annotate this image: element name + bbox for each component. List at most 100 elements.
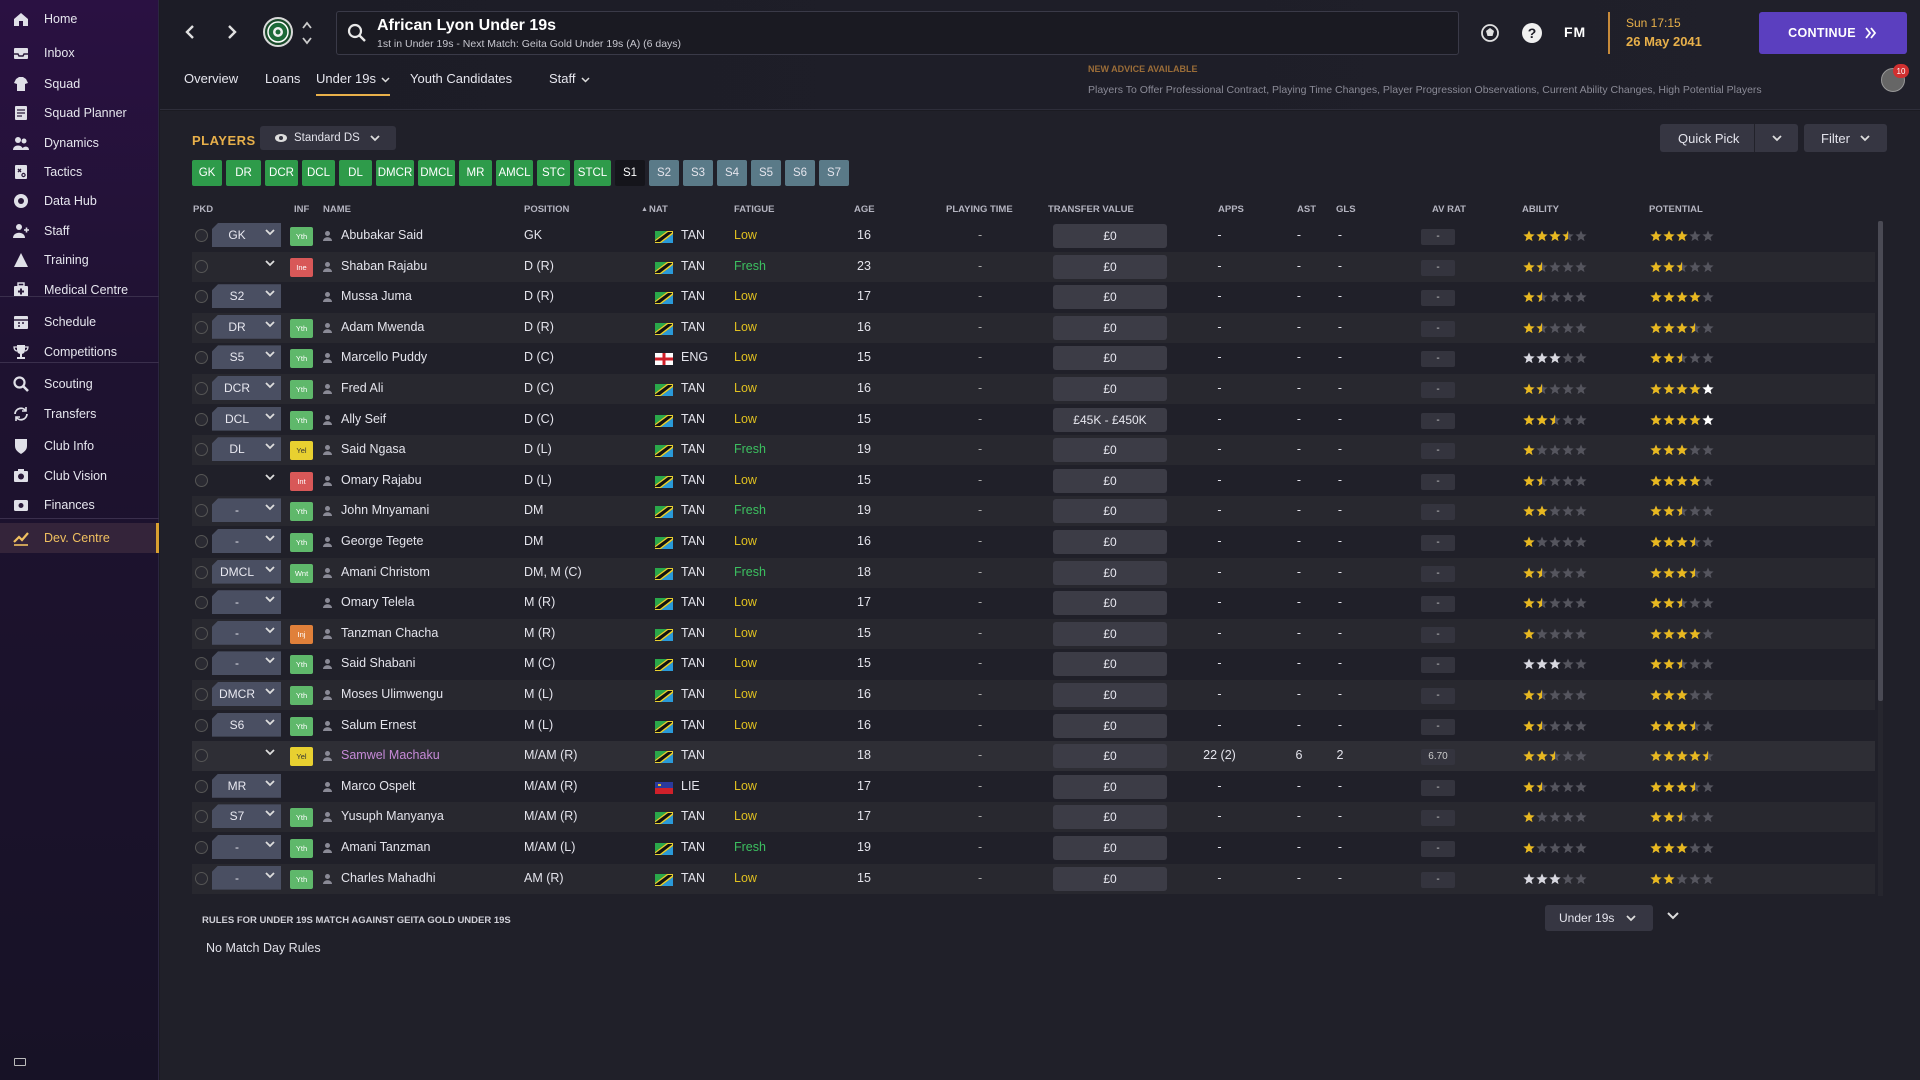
transfer-value[interactable]: £0 (1053, 254, 1167, 279)
transfer-value[interactable]: £0 (1053, 499, 1167, 524)
selection-dropdown[interactable]: DMCR (212, 682, 281, 706)
selection-dropdown[interactable] (212, 254, 281, 278)
player-name[interactable]: Marcello Puddy (341, 350, 428, 365)
sidebar-item-training[interactable]: Training (0, 245, 159, 275)
col-gls[interactable]: GLS (1336, 204, 1356, 215)
selection-dropdown[interactable]: - (212, 651, 281, 676)
selection-dropdown[interactable] (212, 743, 281, 767)
selection-dropdown[interactable]: - (212, 620, 281, 645)
pick-checkbox[interactable] (195, 871, 208, 885)
table-row[interactable]: - Yth Said Shabani M (C) TAN Low 15 - £0 - - - - (192, 649, 1875, 679)
transfer-value[interactable]: £0 (1053, 866, 1167, 891)
pick-checkbox[interactable] (195, 596, 208, 610)
position-button-amcl[interactable]: AMCL (496, 160, 533, 186)
sidebar-item-tactics[interactable]: Tactics (0, 157, 159, 187)
table-row[interactable]: - Inj Tanzman Chacha M (R) TAN Low 15 - £0 - - - - (192, 618, 1875, 649)
selection-dropdown[interactable]: DMCL (212, 559, 281, 584)
chevron-down-icon[interactable] (1772, 135, 1782, 142)
position-button-s6[interactable]: S6 (785, 160, 815, 186)
table-row[interactable]: GK Yth Abubakar Said GK TAN Low 16 - £0 - - - - (192, 221, 1875, 251)
screen-toggle-icon[interactable] (14, 1058, 26, 1066)
player-name[interactable]: Omary Rajabu (341, 472, 422, 487)
position-button-s3[interactable]: S3 (683, 160, 713, 186)
position-button-s7[interactable]: S7 (819, 160, 849, 186)
selection-dropdown[interactable]: GK (212, 223, 281, 247)
transfer-value[interactable]: £0 (1053, 805, 1167, 830)
info-badge[interactable]: Yth (290, 869, 313, 889)
search-bar[interactable]: African Lyon Under 19s 1st in Under 19s … (336, 11, 1459, 55)
sidebar-item-scouting[interactable]: Scouting (0, 369, 159, 399)
col-av-rat[interactable]: AV RAT (1432, 204, 1466, 215)
expand-chevron-icon[interactable] (1667, 907, 1687, 927)
table-row[interactable]: Ine Shaban Rajabu D (R) TAN Fresh 23 - £0 - - - - (192, 251, 1875, 282)
transfer-value[interactable]: £0 (1053, 713, 1167, 738)
team-dropdown[interactable]: Under 19s (1545, 905, 1653, 931)
position-button-s1[interactable]: S1 (615, 160, 645, 186)
quick-pick-button[interactable]: Quick Pick (1660, 124, 1798, 152)
info-badge[interactable]: Yth (290, 655, 313, 675)
sidebar-item-dynamics[interactable]: Dynamics (0, 128, 159, 158)
player-name[interactable]: Amani Christom (341, 564, 430, 579)
selection-dropdown[interactable]: - (212, 498, 281, 523)
position-button-s4[interactable]: S4 (717, 160, 747, 186)
pick-checkbox[interactable] (195, 259, 208, 273)
table-row[interactable]: - Yth Amani Tanzman M/AM (L) TAN Fresh 19 - £0 - -… (192, 833, 1875, 863)
player-name[interactable]: Marco Ospelt (341, 778, 416, 793)
col-position[interactable]: POSITION (524, 204, 570, 215)
player-name[interactable]: Tanzman Chacha (341, 625, 439, 640)
table-row[interactable]: DMCR Yth Moses Ulimwengu M (L) TAN Low 16 - £0 - -… (192, 680, 1875, 710)
player-name[interactable]: Mussa Juma (341, 289, 412, 304)
selection-dropdown[interactable]: - (212, 865, 281, 890)
pick-checkbox[interactable] (195, 382, 208, 395)
transfer-value[interactable]: £45K - £450K (1053, 407, 1167, 432)
pick-checkbox[interactable] (195, 810, 208, 824)
col-ast[interactable]: AST (1297, 204, 1316, 215)
continue-button[interactable]: CONTINUE (1759, 12, 1907, 54)
player-name[interactable]: Moses Ulimwengu (341, 687, 444, 701)
tab-staff[interactable]: Staff (549, 71, 590, 86)
player-name[interactable]: Amani Tanzman (341, 840, 431, 854)
player-name[interactable]: John Mnyamani (341, 503, 430, 518)
position-button-stc[interactable]: STC (537, 160, 570, 186)
transfer-value[interactable]: £0 (1053, 774, 1167, 799)
scrollbar-thumb[interactable] (1878, 221, 1883, 701)
info-badge[interactable]: Yth (290, 410, 313, 430)
table-row[interactable]: - Yth George Tegete DM TAN Low 16 - £0 - - - - (192, 527, 1875, 557)
pick-checkbox[interactable] (195, 718, 208, 732)
col-transfer-value[interactable]: TRANSFER VALUE (1048, 204, 1134, 215)
selection-dropdown[interactable]: MR (212, 773, 281, 798)
advice-text[interactable]: Players To Offer Professional Contract, … (1088, 84, 1762, 96)
col-inf[interactable]: INF (294, 204, 310, 215)
player-name[interactable]: Abubakar Said (341, 228, 424, 242)
position-button-dl[interactable]: DL (339, 160, 372, 186)
transfer-value[interactable]: £0 (1053, 621, 1167, 646)
view-dropdown[interactable]: Standard DS (260, 126, 396, 150)
tab-loans[interactable]: Loans (265, 71, 300, 86)
ball-icon[interactable] (1479, 22, 1501, 44)
fm-logo[interactable]: FM (1564, 24, 1587, 40)
pick-checkbox[interactable] (195, 626, 208, 640)
sidebar-item-finances[interactable]: Finances (0, 490, 159, 520)
player-name[interactable]: Yusuph Manyanya (341, 809, 444, 824)
tab-under-19s[interactable]: Under 19s (316, 71, 390, 96)
sidebar-item-club-vision[interactable]: Club Vision (0, 461, 159, 491)
transfer-value[interactable]: £0 (1053, 468, 1167, 493)
position-button-dmcr[interactable]: DMCR (376, 160, 414, 186)
filter-button[interactable]: Filter (1804, 124, 1887, 152)
transfer-value[interactable]: £0 (1053, 836, 1167, 860)
pick-checkbox[interactable] (195, 841, 208, 854)
position-button-stcl[interactable]: STCL (574, 160, 611, 186)
selection-dropdown[interactable]: DCL (212, 406, 281, 431)
sidebar-item-inbox[interactable]: Inbox (0, 38, 159, 68)
pick-checkbox[interactable] (195, 535, 208, 548)
sidebar-item-staff[interactable]: Staff (0, 216, 159, 246)
transfer-value[interactable]: £0 (1053, 285, 1167, 310)
col-playing-time[interactable]: PLAYING TIME (946, 204, 1013, 215)
col-pkd[interactable]: PKD (193, 204, 214, 215)
transfer-value[interactable]: £0 (1053, 377, 1167, 401)
pick-checkbox[interactable] (195, 565, 208, 579)
pick-checkbox[interactable] (195, 443, 208, 457)
position-button-s5[interactable]: S5 (751, 160, 781, 186)
table-row[interactable]: S2 Mussa Juma D (R) TAN Low 17 - £0 - - - - (192, 282, 1875, 312)
selection-dropdown[interactable]: - (212, 529, 281, 553)
